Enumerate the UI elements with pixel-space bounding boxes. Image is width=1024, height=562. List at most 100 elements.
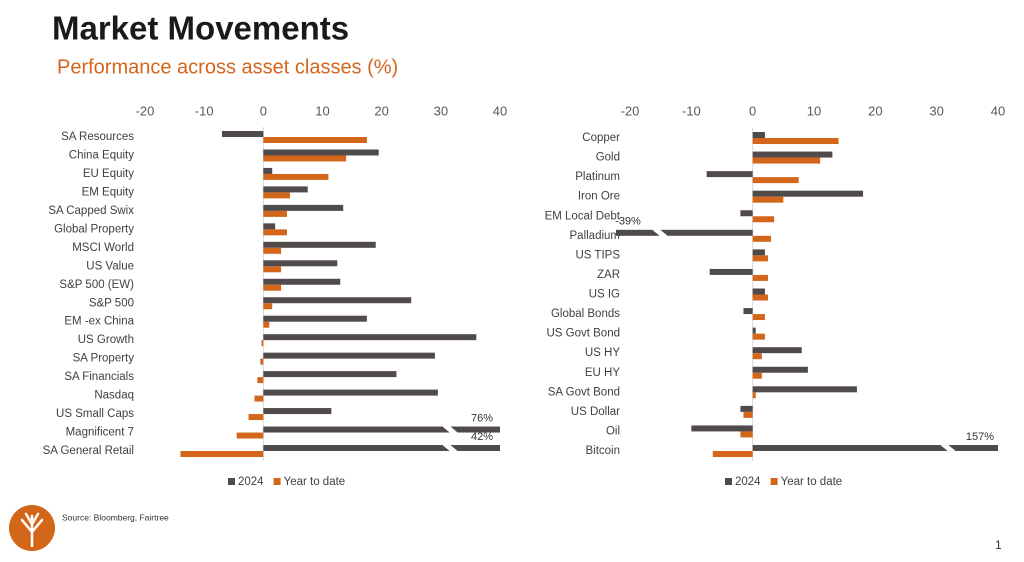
bar xyxy=(752,445,998,451)
value-label: -39% xyxy=(615,216,641,228)
category-label: China Equity xyxy=(69,150,134,162)
bar xyxy=(263,167,273,174)
bar xyxy=(263,445,500,451)
bar xyxy=(752,366,808,373)
category-label: Copper xyxy=(582,132,620,144)
bar xyxy=(261,340,264,347)
category-label: EU HY xyxy=(585,367,620,379)
category-label: US Small Caps xyxy=(56,408,134,420)
x-tick-label: -10 xyxy=(195,103,214,118)
category-label: Magnificent 7 xyxy=(66,427,134,439)
bar xyxy=(752,294,768,301)
x-tick-label: 0 xyxy=(260,103,267,118)
category-label: Platinum xyxy=(575,171,620,183)
bar xyxy=(752,138,839,144)
value-label: 157% xyxy=(966,431,994,443)
category-label: SA General Retail xyxy=(43,445,134,457)
x-tick-label: 30 xyxy=(434,103,448,118)
category-label: EM Equity xyxy=(82,186,135,198)
x-tick-label: 40 xyxy=(991,103,1005,118)
bar xyxy=(712,451,753,457)
bar xyxy=(752,157,821,164)
category-label: Iron Ore xyxy=(578,191,620,203)
category-label: SA Resources xyxy=(61,131,134,143)
bar xyxy=(260,358,264,365)
bar xyxy=(752,216,775,223)
bar xyxy=(752,314,765,321)
x-tick-label: -20 xyxy=(136,103,155,118)
category-label: Palladium xyxy=(570,230,621,242)
bar xyxy=(752,255,768,262)
category-label: Nasdaq xyxy=(94,390,134,402)
x-tick-label: 10 xyxy=(807,103,821,118)
axis-break xyxy=(938,443,958,453)
bar xyxy=(752,151,833,158)
bar xyxy=(740,431,753,438)
bar xyxy=(263,260,338,267)
bar xyxy=(263,149,379,156)
x-tick-label: 20 xyxy=(374,103,388,118)
x-tick-label: 20 xyxy=(868,103,882,118)
bar xyxy=(740,210,753,217)
bar xyxy=(263,229,287,236)
x-tick-label: 40 xyxy=(493,103,507,118)
bar xyxy=(752,196,784,203)
x-tick-label: 0 xyxy=(749,103,756,118)
bar xyxy=(752,274,768,281)
bar xyxy=(263,408,332,415)
x-tick-label: 10 xyxy=(315,103,329,118)
legend-swatch xyxy=(273,478,281,485)
bar xyxy=(263,303,273,310)
bar xyxy=(752,347,802,354)
x-tick-label: 30 xyxy=(929,103,943,118)
bar xyxy=(752,386,857,393)
bar xyxy=(248,414,264,421)
category-label: EM -ex China xyxy=(64,316,134,328)
bar xyxy=(263,137,367,143)
axis-break xyxy=(440,424,460,435)
legend-swatch xyxy=(770,478,778,485)
legend-label: 2024 xyxy=(238,476,264,488)
bar xyxy=(752,249,765,256)
category-label: S&P 500 xyxy=(89,297,134,309)
bar xyxy=(709,268,753,275)
bar xyxy=(257,377,264,384)
title: Market Movements xyxy=(52,10,349,47)
bar xyxy=(263,284,282,291)
category-label: US Govt Bond xyxy=(546,328,620,340)
bar xyxy=(263,192,290,199)
bar xyxy=(263,223,276,230)
category-label: ZAR xyxy=(597,269,620,281)
bar xyxy=(180,451,264,457)
bar xyxy=(221,131,264,137)
axis-break xyxy=(440,443,460,453)
bar xyxy=(263,266,282,273)
category-label: US IG xyxy=(589,289,620,301)
value-label: 42% xyxy=(471,431,493,443)
bar xyxy=(263,210,287,217)
category-label: SA Govt Bond xyxy=(548,386,620,398)
bar xyxy=(752,235,772,242)
bar xyxy=(743,308,753,315)
bar xyxy=(263,155,347,162)
legend-label: 2024 xyxy=(735,476,761,488)
category-label: Gold xyxy=(596,152,620,164)
bar xyxy=(740,405,753,412)
category-label: EU Equity xyxy=(83,168,134,180)
legend-swatch xyxy=(725,478,732,485)
category-label: Oil xyxy=(606,425,620,437)
bar xyxy=(263,371,397,378)
bar xyxy=(263,321,270,328)
bar xyxy=(752,177,799,184)
bar xyxy=(743,411,753,418)
bar xyxy=(752,353,762,360)
bar xyxy=(263,247,282,254)
category-label: US Growth xyxy=(78,334,134,346)
bar xyxy=(752,327,756,334)
category-label: Bitcoin xyxy=(585,445,620,457)
bar xyxy=(752,333,765,340)
category-label: US Dollar xyxy=(571,406,620,418)
category-label: US Value xyxy=(86,260,134,272)
